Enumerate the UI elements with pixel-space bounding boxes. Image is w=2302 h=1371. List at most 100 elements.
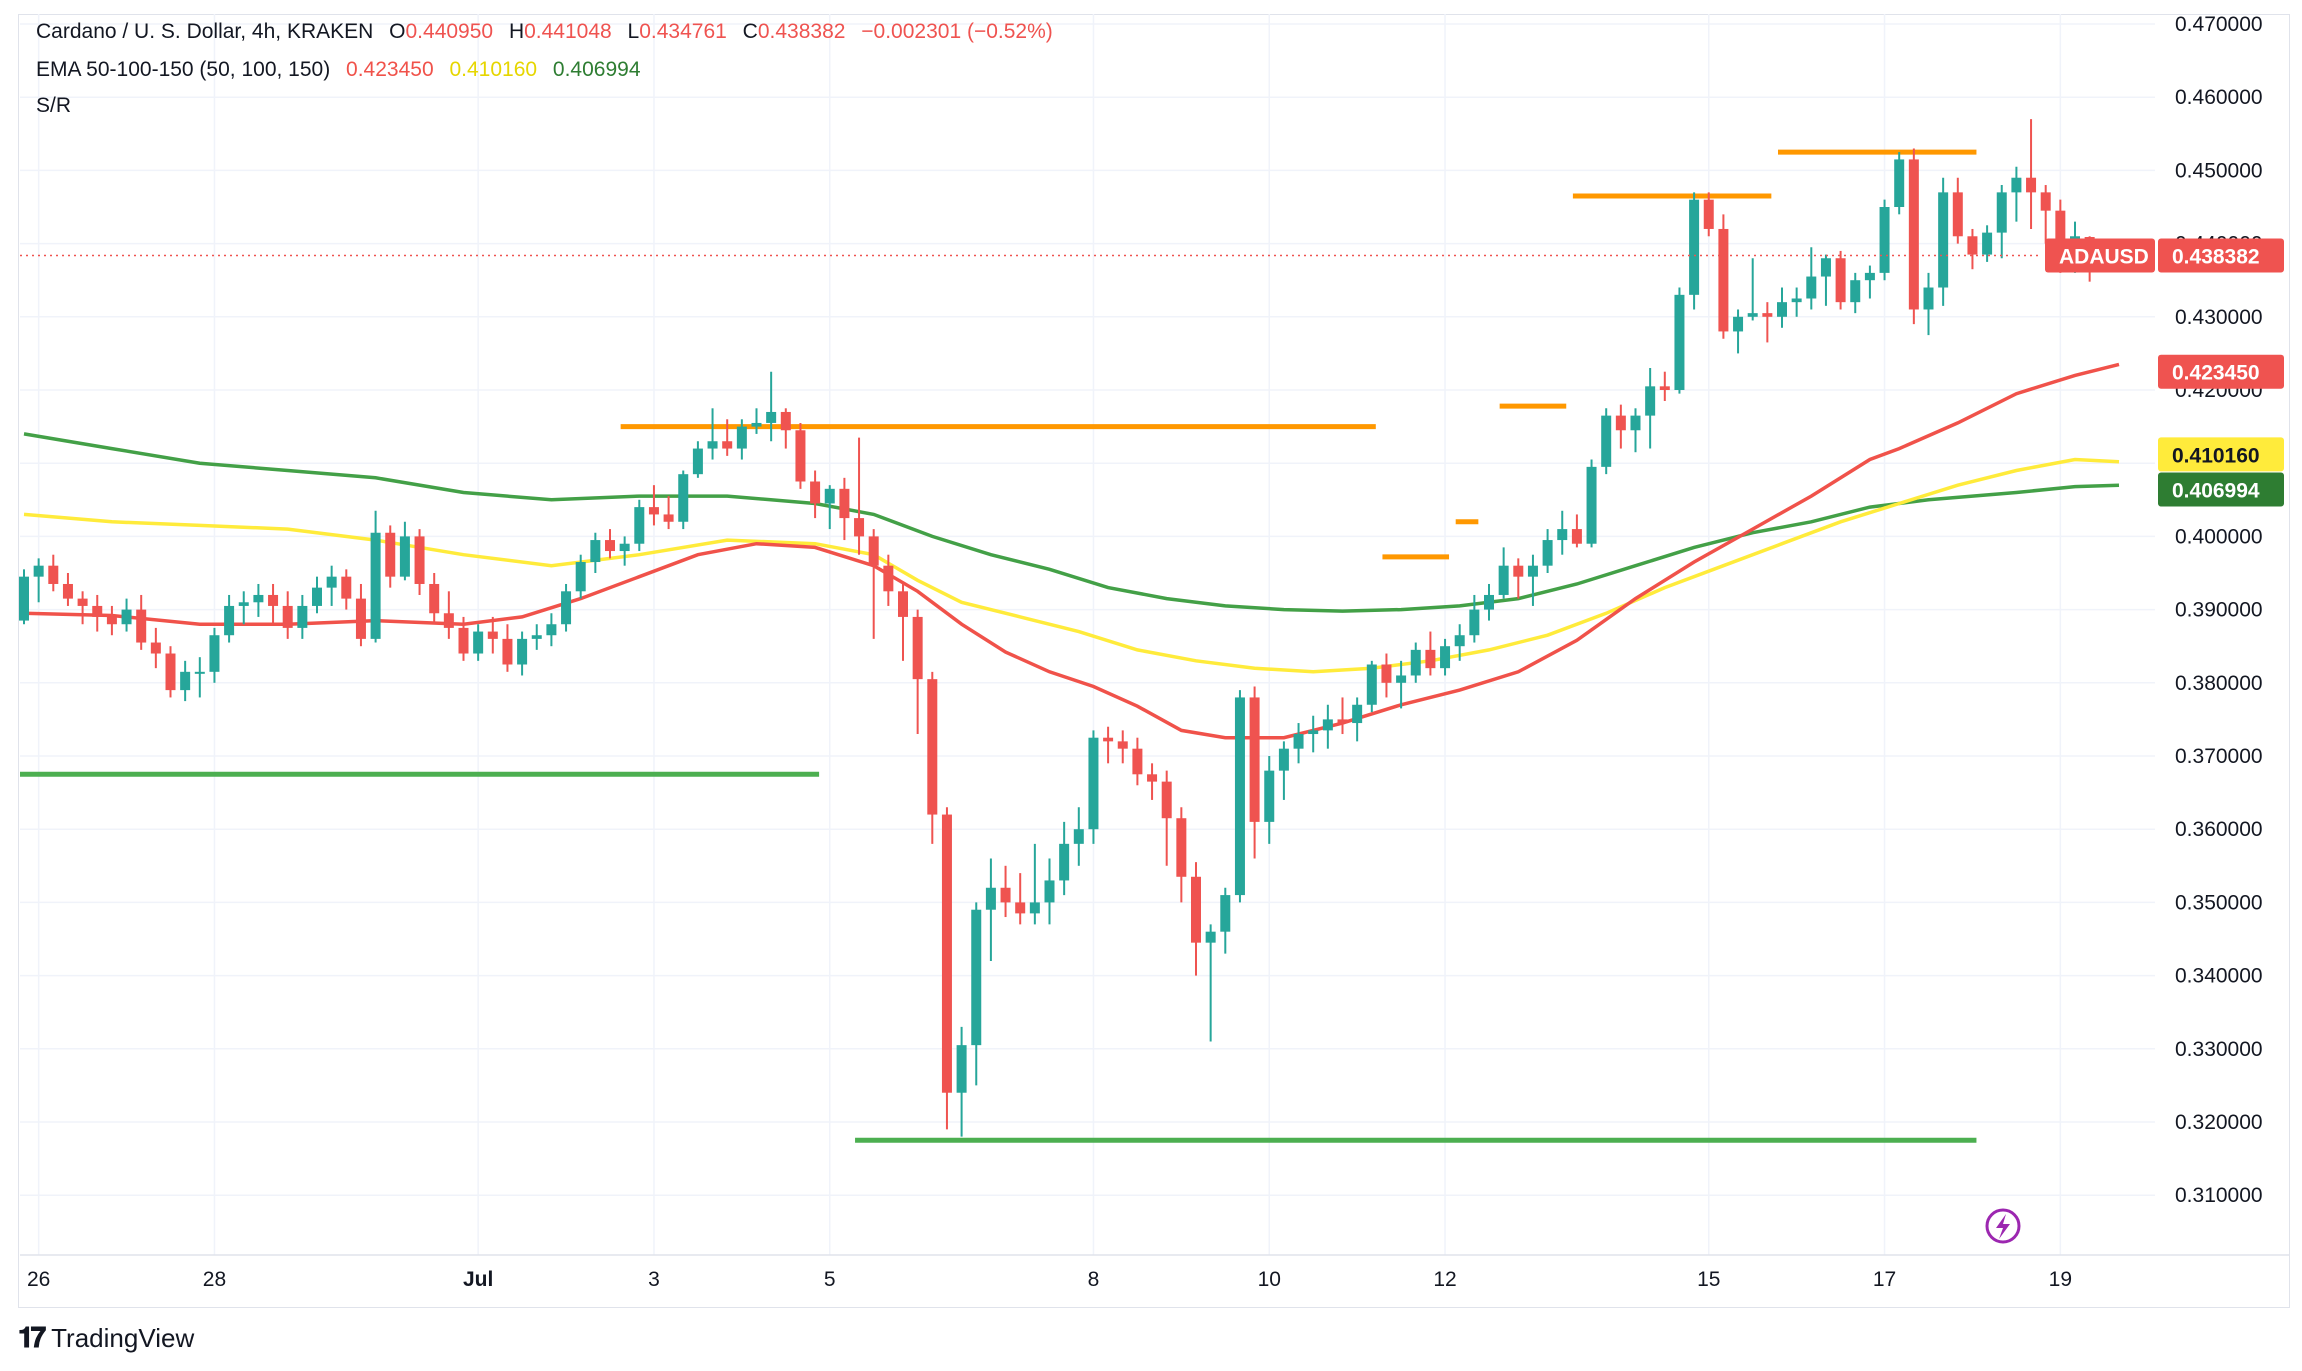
candle-body [312,587,322,606]
ema100-badge: 0.410160 [2158,437,2284,472]
candle-body [1249,697,1260,822]
candle-body [1103,737,1114,742]
candle-body [1117,741,1128,749]
candle-body [282,605,293,628]
candle-body [1967,236,1978,255]
candle-body [1498,565,1509,595]
candle-body [634,507,645,544]
candle-body [1571,529,1582,544]
candle-body [1850,280,1861,303]
candle-body [1542,540,1553,566]
y-tick-label: 0.460000 [2175,86,2263,109]
candle-body [1205,931,1216,943]
candle-body [561,591,572,625]
candle-body [2040,192,2051,211]
candle-body [1718,228,1729,332]
candle-body [692,448,703,475]
ema50-value: 0.423450 [346,58,434,81]
candle-body [1000,887,1011,903]
candle-body [780,411,791,431]
candle-body [1674,294,1685,390]
candle-body [1161,781,1172,819]
candle-body [824,488,835,504]
candle-body [1894,159,1905,207]
candle-body [92,605,103,617]
candle-body [546,624,557,636]
x-tick-label: Jul [463,1268,493,1291]
candle-body [956,1045,967,1093]
candle-body [619,543,630,552]
candle-body [1952,192,1963,237]
brand-label: TradingView [51,1323,195,1353]
y-tick-label: 0.470000 [2175,13,2263,36]
ema-label: EMA 50-100-150 (50, 100, 150) [36,58,331,81]
candle-body [605,540,615,552]
lightning-bolt-icon [1996,1214,2010,1239]
x-tick-label: 10 [1258,1268,1281,1291]
candle-body [238,602,249,606]
candle-body [1352,704,1363,724]
candle-body [1176,818,1187,877]
candle-body [106,616,117,625]
y-tick-label: 0.400000 [2175,525,2263,548]
candle-body [385,532,396,577]
candle-body [517,638,528,665]
candle-body [810,481,821,504]
lightning-icon[interactable] [1985,1208,2021,1244]
y-tick-label: 0.340000 [2175,965,2263,988]
candle-body [1835,258,1846,303]
candle-body [1689,199,1700,295]
candle-body [326,576,337,588]
candle-body [1381,664,1392,683]
ema50-badge-text: 0.423450 [2172,362,2260,385]
x-tick-label: 28 [203,1268,226,1291]
candle-body [121,609,132,625]
x-tick-label: 8 [1088,1268,1100,1291]
y-tick-label: 0.430000 [2175,306,2263,329]
ema150-badge: 0.406994 [2158,472,2284,507]
chart-frame[interactable] [18,14,2290,1308]
close-label: C [742,20,758,43]
ema150-line [23,432,2120,613]
candle-body [268,594,279,606]
low-label: L [627,20,640,43]
y-tick-label: 0.390000 [2175,599,2263,622]
candle-body [648,507,659,515]
symbol-tag-badge-bg [2045,238,2155,273]
tradingview-logo-icon: 𝟏𝟕 [18,1322,46,1353]
tradingview-brand[interactable]: 𝟏𝟕 TradingView [18,1322,194,1355]
ema150-badge-text: 0.406994 [2172,480,2260,503]
legend-sr: S/R [36,92,81,120]
candle-body [1923,287,1934,310]
candle-body [1059,843,1070,881]
candle-body [854,518,865,537]
candle-body [1601,415,1612,467]
candle-body [165,653,176,691]
candle-body [707,441,718,449]
candle-body [253,594,264,603]
x-tick-label: 17 [1873,1268,1896,1291]
candle-body [868,536,879,566]
candle-body [1615,415,1626,431]
ema100-badge-bg [2158,437,2284,472]
candle-body [1264,770,1275,822]
legend-ema: EMA 50-100-150 (50, 100, 150) 0.423450 0… [36,56,651,84]
candle-body [1425,649,1436,669]
candle-body [1029,902,1040,914]
candle-body [722,441,733,449]
high-value: 0.441048 [524,20,612,43]
candle-body [590,540,601,563]
high-label: H [508,20,525,43]
candle-body [77,598,88,606]
candle-body [1996,192,2007,233]
candle-body [136,609,147,643]
candle-body [1630,415,1641,431]
candle-body [839,488,850,519]
candle-body [62,583,73,599]
candle-body [1147,774,1158,782]
candle-body [341,576,352,599]
candle-body [2026,177,2037,193]
open-value: 0.440950 [405,20,494,43]
candle-body [1484,594,1494,610]
